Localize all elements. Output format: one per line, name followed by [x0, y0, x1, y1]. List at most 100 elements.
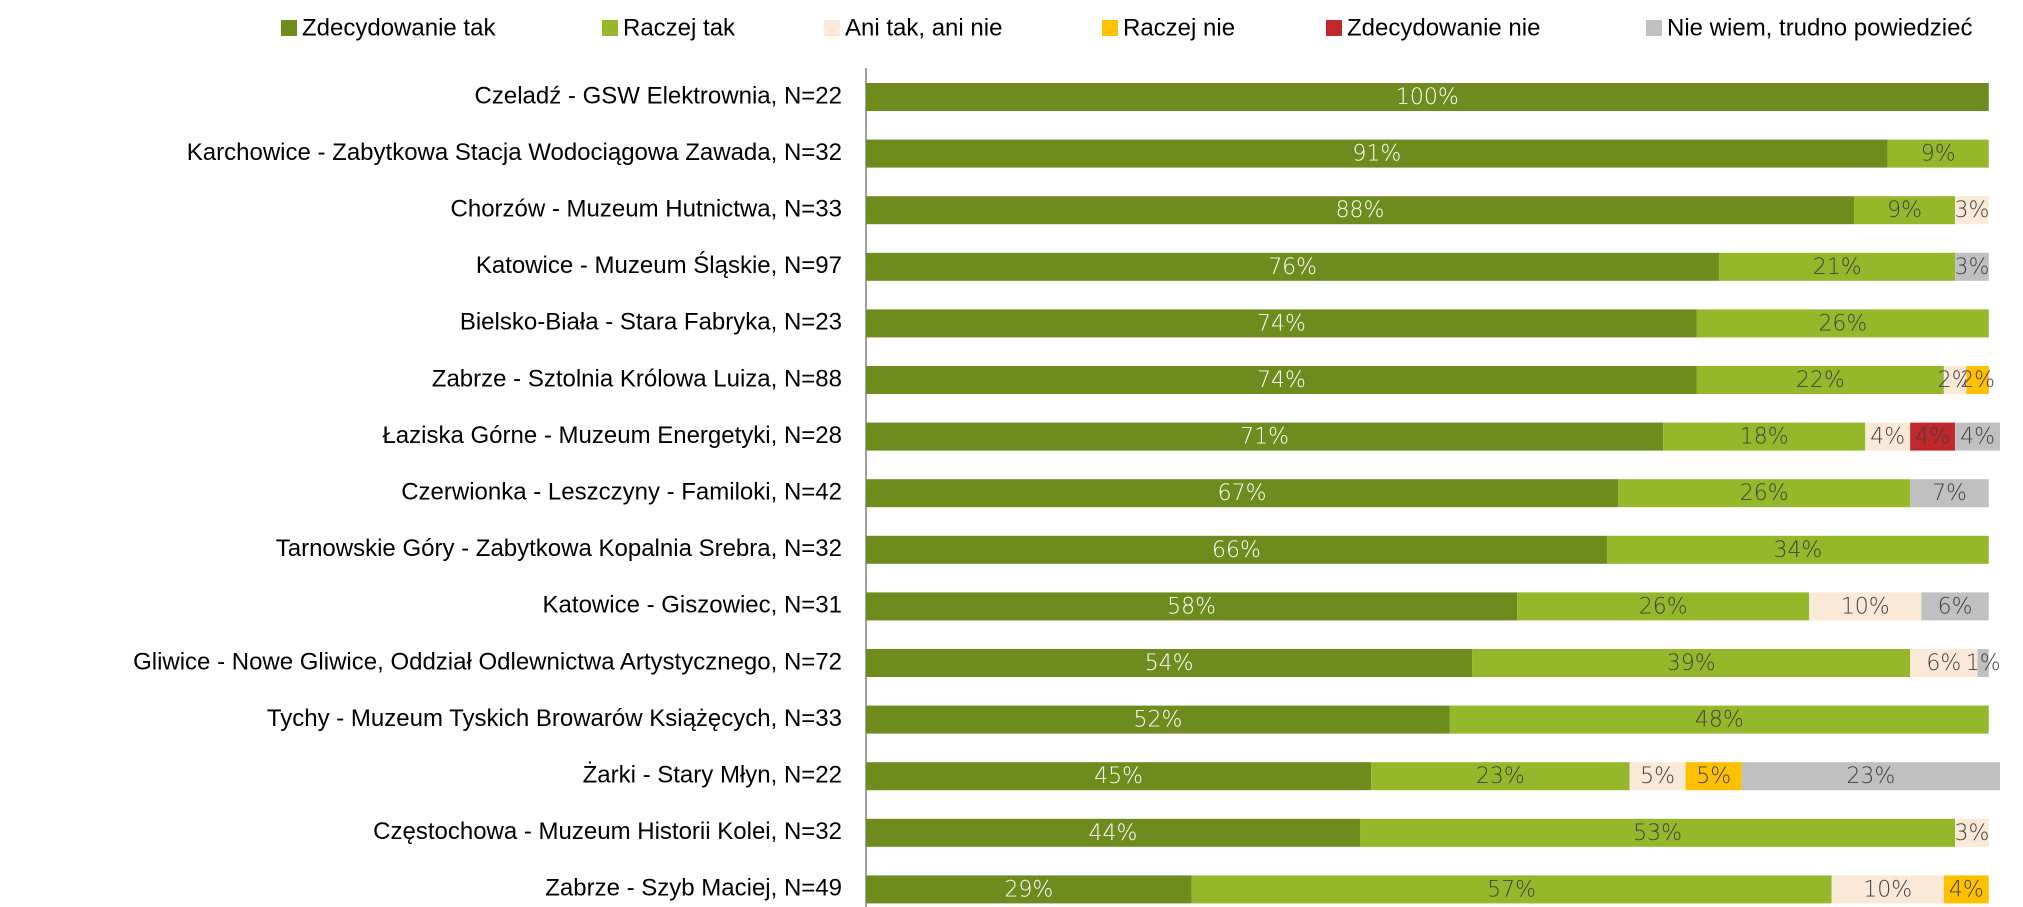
- bar-segment: [1943, 875, 1989, 904]
- bar-segment: [866, 818, 1361, 847]
- data-label: 58%: [1167, 594, 1216, 619]
- bar-segment: [1663, 422, 1866, 451]
- data-label: 34%: [1773, 538, 1822, 563]
- data-label: 18%: [1740, 425, 1789, 450]
- data-label: 91%: [1352, 142, 1401, 167]
- category-label: Żarki - Stary Młyn, N=22: [583, 762, 842, 789]
- category-label: Bielsko-Biała - Stara Fabryka, N=23: [460, 309, 842, 336]
- data-label: 6%: [1938, 594, 1973, 619]
- bar-segment: [866, 196, 1855, 225]
- bar-segment: [1910, 422, 1956, 451]
- category-label: Katowice - Muzeum Śląskie, N=97: [476, 251, 842, 279]
- data-label: 29%: [1004, 877, 1053, 902]
- data-label: 3%: [1954, 198, 1989, 223]
- bar-segment: [866, 649, 1473, 677]
- legend-swatch: [824, 20, 840, 36]
- category-label: Zabrze - Szyb Maciej, N=49: [545, 875, 842, 902]
- data-label: 52%: [1133, 708, 1182, 733]
- bar-segment: [866, 83, 1989, 111]
- data-label: 45%: [1094, 764, 1143, 789]
- data-label: 26%: [1639, 594, 1688, 619]
- bar-segment: [866, 592, 1518, 621]
- data-label: 66%: [1212, 538, 1261, 563]
- bar-segment: [1966, 366, 1989, 394]
- bar-segment: [1607, 535, 1989, 564]
- bar-segment: [1831, 875, 1944, 904]
- legend-label: Raczej nie: [1123, 14, 1235, 41]
- category-label: Chorzów - Muzeum Hutnictwa, N=33: [451, 196, 842, 223]
- bar-segment: [1955, 196, 1989, 225]
- bar-segment: [866, 535, 1608, 564]
- bar-segment: [1741, 762, 2000, 791]
- data-label: 2%: [1960, 368, 1995, 393]
- category-label: Łaziska Górne - Muzeum Energetyki, N=28: [382, 422, 842, 449]
- bar-segment: [1955, 252, 1989, 281]
- category-label: Katowice - Giszowiec, N=31: [543, 592, 842, 619]
- bar-segment: [1955, 818, 1989, 847]
- data-label: 1%: [1966, 651, 2001, 676]
- bar-segment: [1719, 252, 1956, 281]
- bar-segment: [1955, 422, 2000, 451]
- category-label: Czeladź - GSW Elektrownia, N=22: [475, 82, 842, 109]
- data-label: 23%: [1476, 764, 1525, 789]
- bar-segment: [1977, 649, 1989, 677]
- category-label: Gliwice - Nowe Gliwice, Oddział Odlewnic…: [133, 648, 842, 675]
- bar-segment: [1449, 705, 1989, 734]
- data-label: 21%: [1813, 255, 1862, 280]
- data-label: 9%: [1887, 198, 1922, 223]
- data-label: 9%: [1921, 142, 1956, 167]
- bar-segment: [866, 139, 1888, 168]
- data-label: 48%: [1695, 708, 1744, 733]
- data-label: 44%: [1089, 821, 1138, 846]
- data-label: 74%: [1257, 311, 1306, 336]
- bar-segment: [1854, 196, 1956, 225]
- legend-swatch: [602, 20, 618, 36]
- bar-segment: [866, 366, 1697, 394]
- bar-segment: [1629, 762, 1686, 791]
- data-label: 57%: [1487, 877, 1536, 902]
- data-label: 76%: [1268, 255, 1317, 280]
- data-label: 54%: [1145, 651, 1194, 676]
- legend-swatch: [1102, 20, 1118, 36]
- bar-segment: [866, 705, 1450, 734]
- bar-segment: [1360, 818, 1956, 847]
- legend-swatch: [1646, 20, 1662, 36]
- data-label: 5%: [1696, 764, 1731, 789]
- legend-swatch: [281, 20, 297, 36]
- bar-segment: [866, 875, 1192, 904]
- bar-segment: [1618, 479, 1911, 508]
- data-label: 3%: [1954, 255, 1989, 280]
- bar-segment: [1887, 139, 1989, 168]
- legend-swatch: [1326, 20, 1342, 36]
- bar-segment: [1809, 592, 1922, 621]
- legend-label: Ani tak, ani nie: [845, 14, 1002, 41]
- category-label: Karchowice - Zabytkowa Stacja Wodociągow…: [187, 139, 842, 166]
- bar-segment: [1921, 592, 1989, 621]
- data-label: 26%: [1818, 311, 1867, 336]
- data-label: 4%: [1915, 425, 1950, 450]
- data-label: 4%: [1960, 425, 1995, 450]
- legend-label: Zdecydowanie tak: [302, 14, 496, 41]
- bar-segment: [1696, 366, 1944, 394]
- data-label: 74%: [1257, 368, 1306, 393]
- data-label: 88%: [1336, 198, 1385, 223]
- data-label: 53%: [1633, 821, 1682, 846]
- category-label: Zabrze - Sztolnia Królowa Luiza, N=88: [432, 365, 842, 392]
- data-label: 22%: [1796, 368, 1845, 393]
- data-label: 67%: [1218, 481, 1267, 506]
- data-label: 10%: [1841, 594, 1890, 619]
- data-label: 7%: [1932, 481, 1967, 506]
- data-label: 4%: [1870, 425, 1905, 450]
- category-label: Tychy - Muzeum Tyskich Browarów Książęcy…: [267, 705, 842, 732]
- bar-segment: [1685, 762, 1742, 791]
- bar-segment: [1910, 479, 1989, 508]
- bar-segment: [866, 309, 1697, 338]
- bar-segment: [866, 422, 1664, 451]
- data-label: 26%: [1740, 481, 1789, 506]
- data-label: 71%: [1240, 425, 1289, 450]
- category-label: Częstochowa - Muzeum Historii Kolei, N=3…: [373, 818, 842, 845]
- bar-segment: [1371, 762, 1630, 791]
- bar-segment: [1517, 592, 1810, 621]
- legend-label: Nie wiem, trudno powiedzieć: [1667, 14, 1972, 41]
